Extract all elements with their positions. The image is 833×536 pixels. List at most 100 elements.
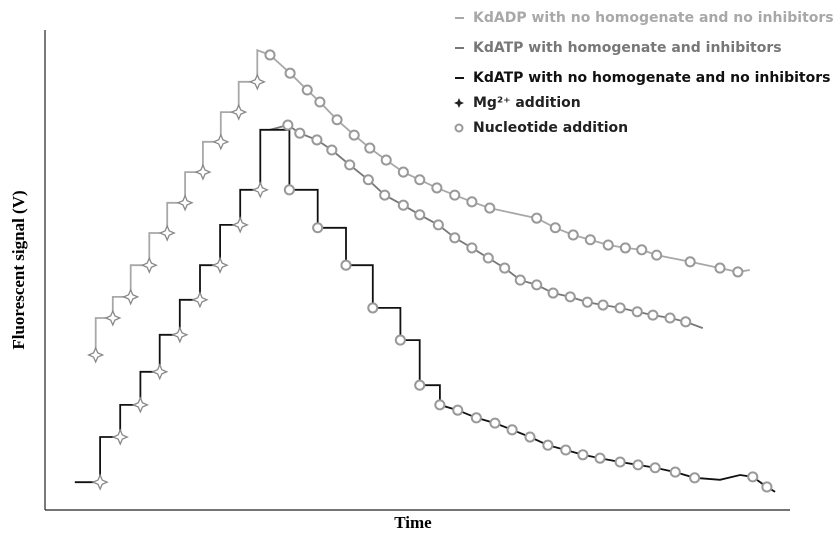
nucleotide-marker (669, 466, 681, 478)
nucleotide-marker (326, 144, 338, 156)
nucleotide-marker (294, 127, 306, 139)
legend-symbol (454, 123, 464, 133)
nucleotide-marker (397, 166, 409, 178)
mg-marker (230, 103, 248, 121)
nucleotide-marker (367, 302, 379, 314)
nucleotide-marker (379, 189, 391, 201)
nucleotide-marker (348, 129, 360, 141)
nucleotide-marker (619, 242, 631, 254)
mg-marker (104, 309, 122, 327)
nucleotide-marker (514, 274, 526, 286)
nucleotide-marker (364, 142, 376, 154)
nucleotide-marker (531, 212, 543, 224)
mg-marker (158, 224, 176, 242)
nucleotide-marker (647, 309, 659, 321)
nucleotide-marker (466, 242, 478, 254)
nucleotide-marker (747, 471, 759, 483)
mg-marker (251, 181, 269, 199)
nucleotide-marker (434, 399, 446, 411)
nucleotide-marker (344, 159, 356, 171)
nucleotide-marker (761, 481, 773, 493)
nucleotide-marker (431, 182, 443, 194)
legend-label: KdATP with homogenate and inhibitors (473, 40, 782, 56)
mg-marker (111, 428, 129, 446)
nucleotide-marker (312, 222, 324, 234)
nucleotide-marker (301, 84, 313, 96)
nucleotide-marker (594, 452, 606, 464)
nucleotide-marker (602, 239, 614, 251)
nucleotide-marker (614, 302, 626, 314)
nucleotide-marker (636, 244, 648, 256)
legend-label: Nucleotide addition (473, 120, 628, 136)
mg-marker (191, 291, 209, 309)
mg-marker (212, 133, 230, 151)
nucleotide-marker (432, 219, 444, 231)
mg-marker (87, 346, 105, 364)
nucleotide-marker (380, 154, 392, 166)
mg-marker (122, 288, 140, 306)
mg-marker (176, 194, 194, 212)
nucleotide-marker (283, 184, 295, 196)
nucleotide-marker (631, 306, 643, 318)
nucleotide-marker (414, 209, 426, 221)
legend-label: KdATP with no homogenate and no inhibito… (473, 70, 830, 86)
legend-symbol (454, 98, 464, 108)
nucleotide-marker (651, 249, 663, 261)
nucleotide-marker (482, 252, 494, 264)
nucleotide-marker (362, 174, 374, 186)
nucleotide-marker (470, 412, 482, 424)
nucleotide-marker (449, 189, 461, 201)
nucleotide-marker (414, 174, 426, 186)
mg-marker (151, 363, 169, 381)
series-line (74, 128, 776, 493)
nucleotide-marker (531, 279, 543, 291)
nucleotide-marker (581, 296, 593, 308)
legend: KdADP with no homogenate and no inhibito… (454, 10, 833, 136)
nucleotide-marker (340, 259, 352, 271)
legend-label: KdADP with no homogenate and no inhibito… (473, 10, 833, 26)
x-axis-title: Time (394, 513, 432, 532)
mg-marker (211, 256, 229, 274)
mg-marker (140, 256, 158, 274)
nucleotide-marker (542, 439, 554, 451)
nucleotide-marker (597, 299, 609, 311)
nucleotide-marker (282, 119, 294, 131)
mg-marker (131, 396, 150, 414)
nucleotide-marker (547, 287, 559, 299)
mg-marker (248, 73, 266, 91)
nucleotide-marker (714, 262, 726, 274)
nucleotide-marker (560, 444, 572, 456)
nucleotide-marker (614, 456, 626, 468)
nucleotide-marker (506, 424, 518, 436)
nucleotide-marker (311, 134, 323, 146)
nucleotide-marker (584, 234, 596, 246)
y-axis-title: Fluorescent signal (V) (9, 190, 28, 349)
nucleotide-marker (489, 417, 501, 429)
mg-marker (194, 163, 212, 181)
nucleotide-marker (264, 49, 276, 61)
nucleotide-marker (331, 114, 343, 126)
nucleotide-marker (499, 262, 511, 274)
nucleotide-marker (564, 291, 576, 303)
legend-label: Mg²⁺ addition (473, 95, 581, 111)
nucleotide-marker (466, 196, 478, 208)
nucleotide-marker (449, 232, 461, 244)
nucleotide-marker (649, 462, 661, 474)
nucleotide-marker (684, 256, 696, 268)
mg-marker (231, 216, 249, 234)
nucleotide-marker (689, 472, 701, 484)
nucleotide-marker (314, 96, 326, 108)
nucleotide-marker (577, 449, 589, 461)
nucleotide-marker (567, 229, 579, 241)
series-line (269, 124, 704, 329)
nucleotide-marker (664, 312, 676, 324)
mg-marker (91, 473, 109, 491)
mg-marker (171, 326, 189, 344)
nucleotide-marker (284, 67, 296, 79)
nucleotide-marker (452, 404, 464, 416)
nucleotide-marker (394, 334, 406, 346)
nucleotide-marker (632, 459, 644, 471)
nucleotide-marker (484, 202, 496, 214)
nucleotide-marker (732, 266, 744, 278)
